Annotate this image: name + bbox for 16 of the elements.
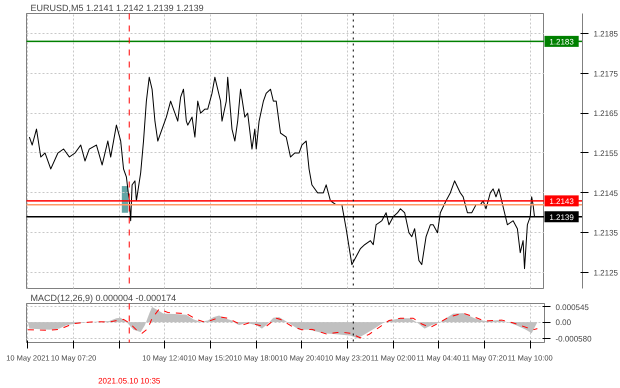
y-tick-label: 0.00 bbox=[556, 318, 572, 328]
chart-title: MACD(12,26,9) 0.000004 -0.000174 bbox=[30, 293, 176, 303]
y-tick-label: 1.2125 bbox=[594, 268, 619, 278]
y-tick-label: 1.2135 bbox=[594, 228, 619, 238]
ref-line-label: 1.2183 bbox=[549, 37, 574, 46]
y-tick-label: 1.2145 bbox=[594, 188, 619, 198]
y-tick-label: 1.2185 bbox=[594, 29, 619, 38]
y-tick-label: -0.000580 bbox=[556, 334, 592, 344]
y-tick-label: 1.2165 bbox=[594, 109, 619, 118]
ref-line-label: 1.2139 bbox=[549, 212, 574, 222]
ref-line-label: 1.2143 bbox=[549, 196, 574, 206]
y-tick-label: 1.2175 bbox=[594, 69, 619, 78]
ref-line-label: 2021.05.10 10:35 bbox=[98, 376, 161, 386]
chart-title: EURUSD,M5 1.2141 1.2142 1.2139 1.2139 bbox=[30, 3, 204, 13]
y-tick-label: 0.000545 bbox=[556, 302, 590, 312]
y-tick-label: 1.2155 bbox=[594, 148, 619, 158]
